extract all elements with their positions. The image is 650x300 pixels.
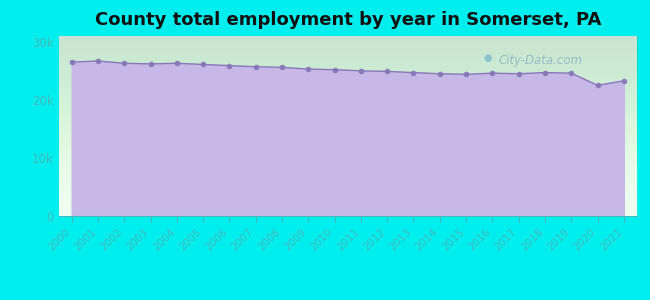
Text: City-Data.com: City-Data.com xyxy=(498,54,582,67)
Title: County total employment by year in Somerset, PA: County total employment by year in Somer… xyxy=(94,11,601,29)
Text: ●: ● xyxy=(484,53,492,63)
